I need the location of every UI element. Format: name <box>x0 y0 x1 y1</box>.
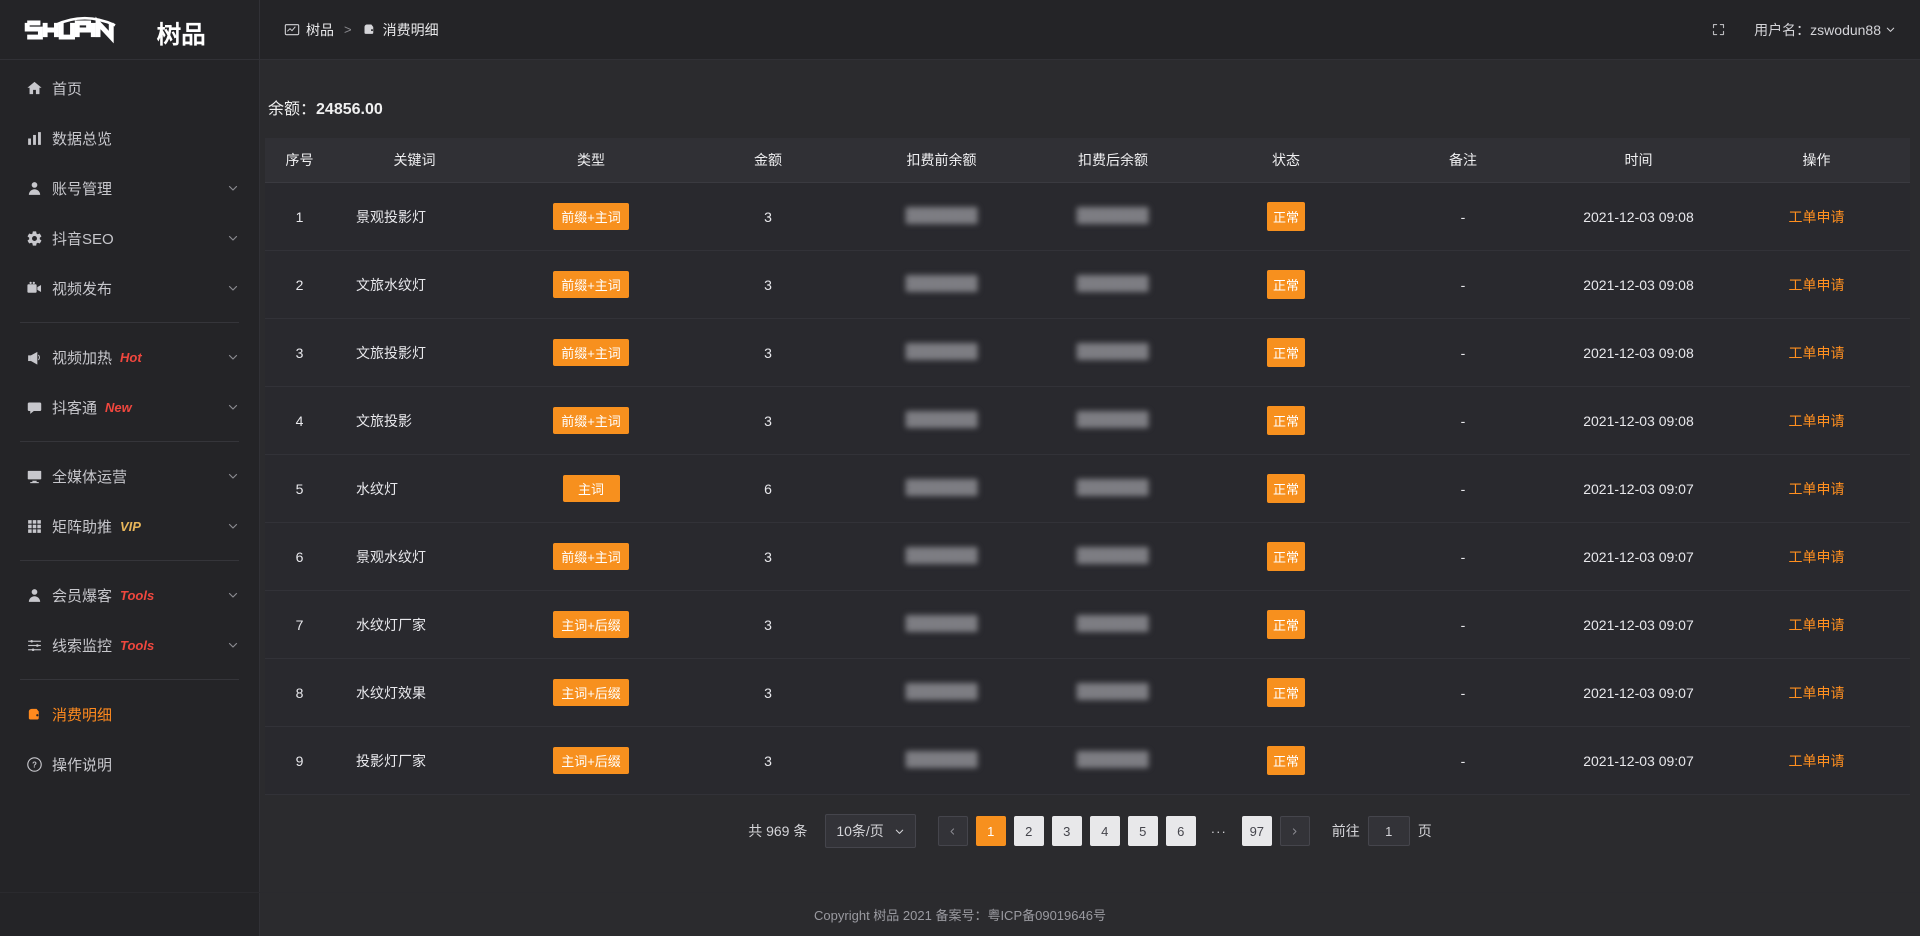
svg-text:?: ? <box>32 760 37 769</box>
svg-text:树品: 树品 <box>157 21 206 47</box>
